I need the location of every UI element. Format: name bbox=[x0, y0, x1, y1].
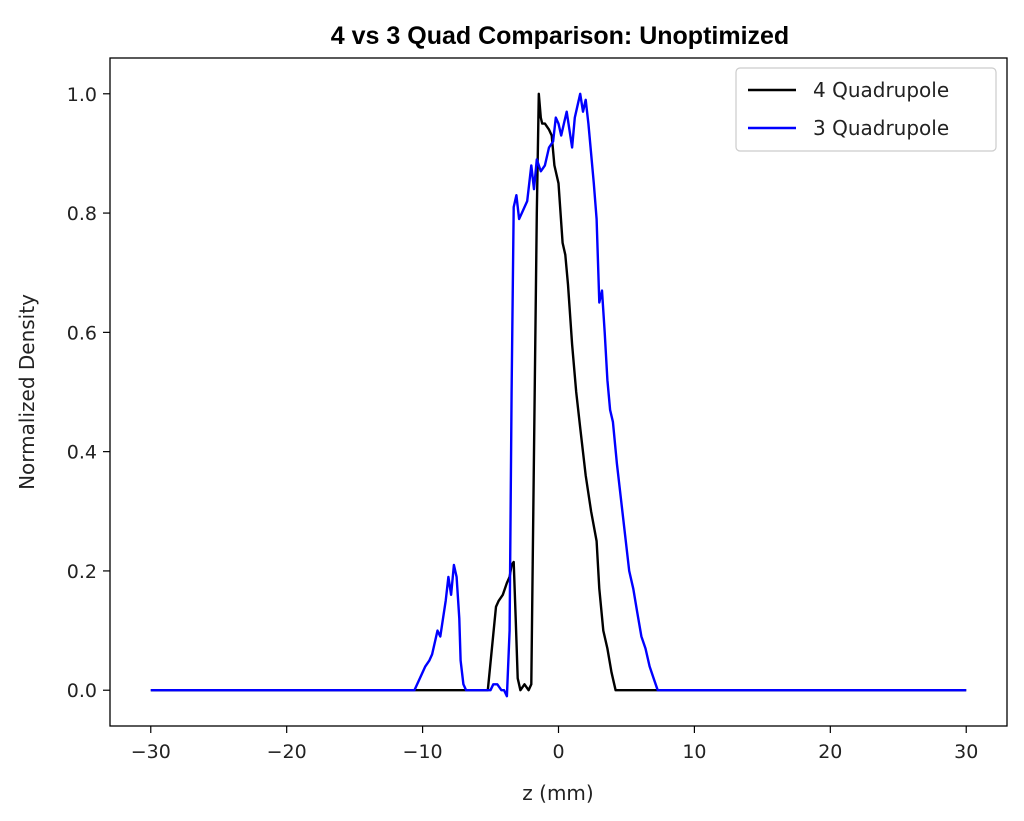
series-line-4-quadrupole bbox=[150, 92, 967, 692]
y-tick-label: 1.0 bbox=[67, 84, 97, 106]
legend-box bbox=[735, 67, 997, 152]
x-axis-label: z (mm) bbox=[522, 781, 593, 805]
y-tick-label: 0.4 bbox=[67, 442, 97, 464]
legend-label-3-quadrupole: 3 Quadrupole bbox=[813, 116, 949, 140]
y-tick-label: 0.2 bbox=[67, 561, 97, 583]
plot-area-frame bbox=[109, 57, 1008, 727]
y-tick-label: 0.0 bbox=[67, 680, 97, 702]
legend: 4 Quadrupole 3 Quadrupole bbox=[735, 67, 997, 152]
series-line-3-quadrupole bbox=[150, 92, 967, 698]
x-tick-label: −30 bbox=[131, 741, 171, 763]
x-tick-label: 30 bbox=[954, 741, 978, 763]
x-tick-label: −20 bbox=[267, 741, 307, 763]
y-axis-label: Normalized Density bbox=[15, 294, 39, 490]
x-tick-label: 10 bbox=[682, 741, 706, 763]
x-tick-label: 0 bbox=[552, 741, 564, 763]
y-axis: 0.0 0.2 0.4 0.6 0.8 1.0 bbox=[67, 84, 110, 702]
y-tick-label: 0.6 bbox=[67, 322, 97, 344]
series-layer bbox=[150, 92, 967, 698]
x-tick-label: 20 bbox=[818, 741, 842, 763]
x-axis: −30 −20 −10 0 10 20 30 bbox=[131, 726, 978, 763]
chart-title: 4 vs 3 Quad Comparison: Unoptimized bbox=[331, 22, 789, 50]
y-tick-label: 0.8 bbox=[67, 203, 97, 225]
x-tick-label: −10 bbox=[403, 741, 443, 763]
legend-label-4-quadrupole: 4 Quadrupole bbox=[813, 78, 949, 102]
